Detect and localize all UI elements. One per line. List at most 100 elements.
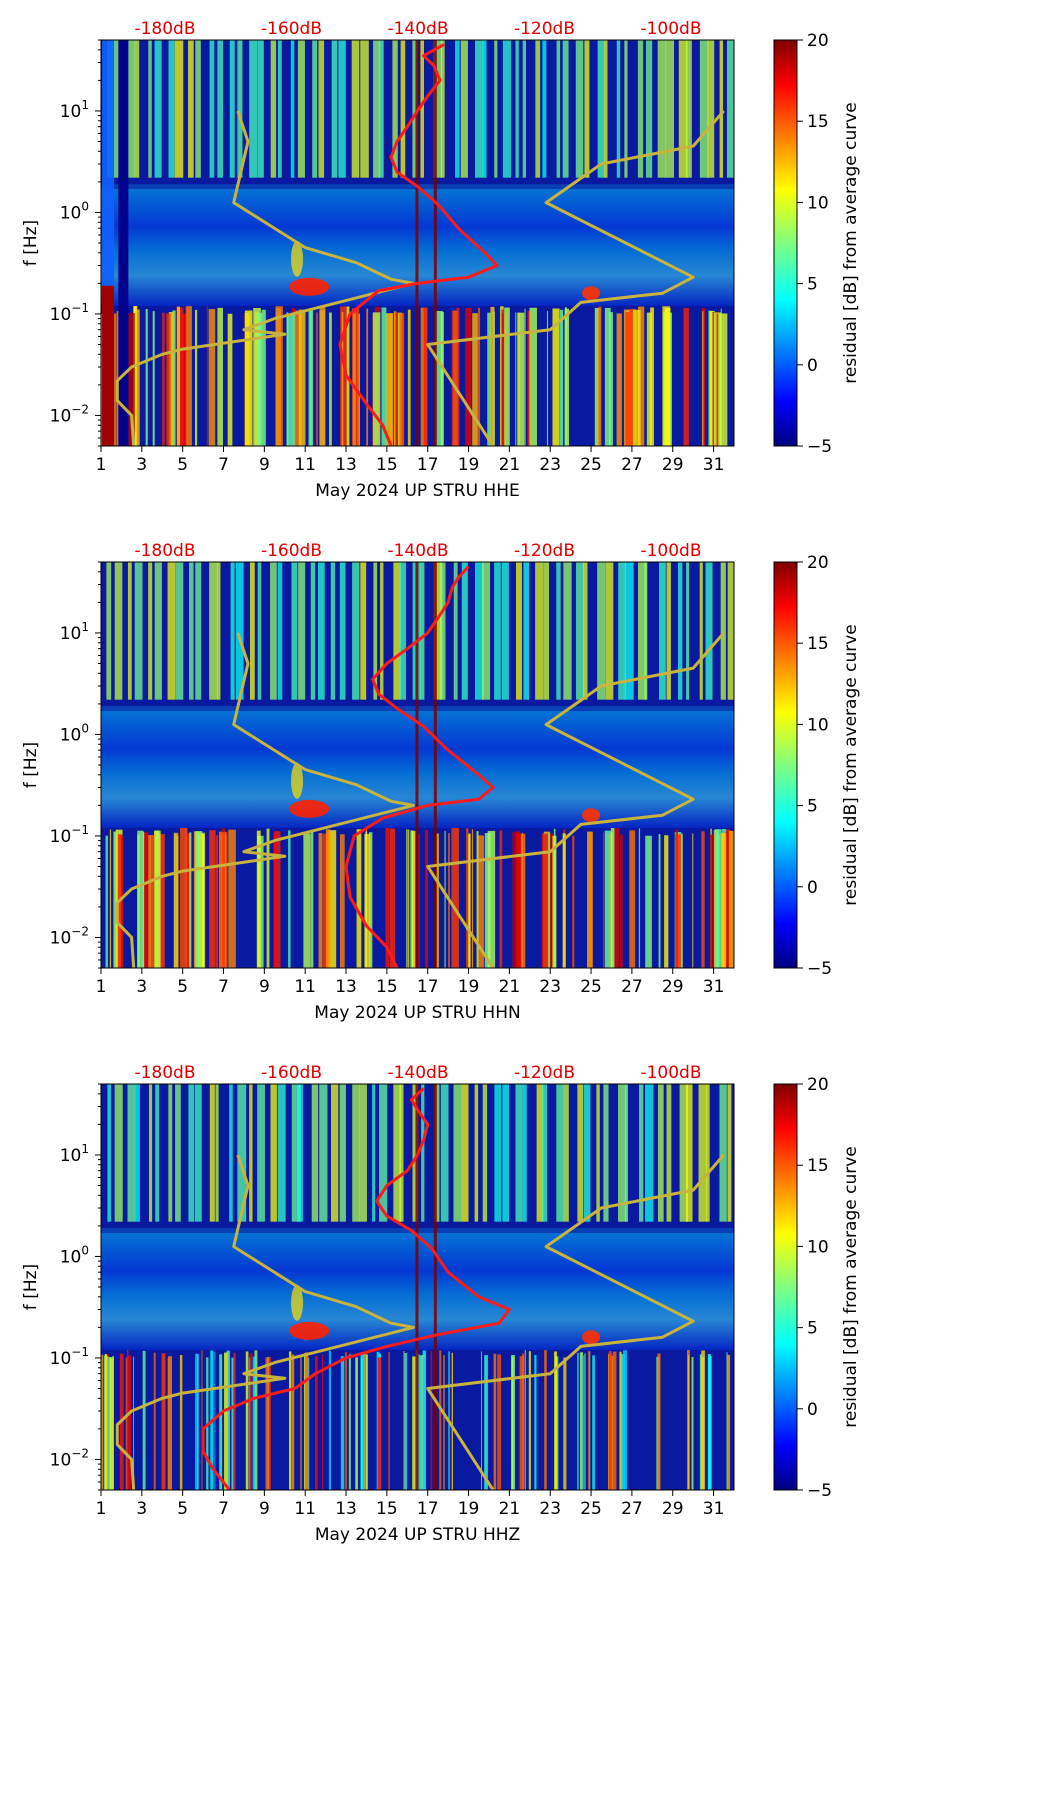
- day-streak: [455, 40, 460, 178]
- lowfreq-streak: [366, 308, 369, 446]
- lowfreq-streak: [265, 1357, 270, 1490]
- day-streak: [372, 1084, 376, 1222]
- x-tick-label: 31: [703, 455, 725, 475]
- day-streak: [685, 1084, 693, 1222]
- y-tick-label: 10−2: [50, 1446, 89, 1470]
- lowfreq-streak: [436, 833, 439, 968]
- lowfreq-streak: [162, 312, 165, 446]
- day-streak: [624, 40, 628, 178]
- day-streak: [420, 40, 424, 178]
- day-streak: [318, 40, 325, 178]
- lowfreq-streak: [625, 312, 634, 446]
- x-tick-label: 21: [499, 977, 521, 997]
- lowfreq-streak: [137, 830, 144, 968]
- lowfreq-streak: [629, 308, 636, 446]
- lowfreq-streak: [181, 313, 188, 446]
- day-streak: [168, 1084, 173, 1222]
- colorbar-tick-label: 10: [807, 1237, 829, 1257]
- colorbar-gradient: [773, 561, 798, 969]
- lowfreq-streak: [228, 829, 236, 968]
- day-streak: [522, 1084, 527, 1222]
- day-streak: [399, 562, 406, 700]
- day-streak: [148, 40, 152, 178]
- lowfreq-streak: [176, 306, 181, 446]
- day-streak: [597, 40, 605, 178]
- day-streak: [297, 40, 305, 178]
- day-streak: [393, 1084, 402, 1222]
- lowfreq-streak: [308, 308, 314, 446]
- lowfreq-streak: [528, 1351, 531, 1490]
- x-tick-label: 19: [458, 455, 480, 475]
- lowfreq-streak: [579, 1352, 584, 1490]
- lowfreq-streak: [519, 1356, 524, 1490]
- day-streak: [114, 1084, 123, 1222]
- lowfreq-streak: [316, 312, 318, 446]
- y-axis-label: f [Hz]: [21, 1264, 41, 1310]
- day-streak: [113, 40, 120, 178]
- lowfreq-streak: [315, 1355, 318, 1490]
- day-streak: [644, 562, 648, 700]
- day-streak: [639, 1084, 644, 1222]
- lowfreq-streak: [616, 313, 622, 446]
- lowfreq-streak: [466, 828, 469, 968]
- lowfreq-streak: [404, 1352, 408, 1490]
- day-streak: [705, 562, 713, 700]
- lowfreq-streak: [319, 307, 326, 446]
- lowfreq-streak: [407, 309, 411, 446]
- colorbar-tick-label: 5: [807, 797, 818, 817]
- day-streak: [677, 562, 683, 700]
- day-streak: [556, 562, 561, 700]
- day-streak: [563, 1084, 569, 1222]
- db-scale-label: -180dB: [134, 19, 195, 39]
- colorbar-tick-label: 20: [807, 553, 829, 573]
- lowfreq-streak: [708, 1356, 712, 1490]
- db-scale-label: -100dB: [640, 19, 701, 39]
- x-tick-label: 29: [662, 1499, 684, 1519]
- db-scale-label: -140dB: [387, 1063, 448, 1083]
- day-streak: [575, 40, 584, 178]
- lowfreq-streak: [219, 1354, 223, 1490]
- hotspot: [582, 286, 601, 301]
- lowfreq-streak: [385, 313, 393, 446]
- lowfreq-streak: [638, 306, 645, 446]
- x-tick-label: 23: [539, 455, 561, 475]
- day-streak: [194, 1084, 202, 1222]
- lowfreq-streak: [714, 829, 722, 968]
- high-noise-model-line: [426, 1153, 725, 1490]
- lowfreq-streak: [348, 1354, 351, 1490]
- lowfreq-streak: [101, 1354, 104, 1490]
- day-streak: [603, 1084, 609, 1222]
- day-streak: [440, 1084, 449, 1222]
- lowfreq-streak: [512, 831, 515, 968]
- lowfreq-streak: [524, 308, 526, 446]
- lowfreq-streak: [472, 313, 478, 446]
- day-streak: [494, 562, 501, 700]
- day-streak: [291, 562, 298, 700]
- lowfreq-streak: [435, 310, 443, 446]
- lowfreq-streak: [728, 831, 734, 968]
- day-streak: [114, 562, 123, 700]
- day-streak: [501, 562, 509, 700]
- lowfreq-streak: [142, 1350, 146, 1490]
- day-streak: [373, 562, 378, 700]
- gap-line: [433, 40, 437, 446]
- lowfreq-streak: [564, 307, 567, 446]
- x-tick-label: 3: [136, 1499, 147, 1519]
- lowfreq-streak: [598, 306, 602, 446]
- lowfreq-streak: [269, 1356, 271, 1490]
- lowfreq-streak: [592, 1355, 595, 1490]
- lowfreq-streak: [261, 309, 266, 446]
- day-streak: [542, 40, 547, 178]
- hotspot: [582, 808, 601, 823]
- lowfreq-streak: [214, 1351, 216, 1490]
- day-streak: [230, 562, 235, 700]
- day-streak: [542, 1084, 548, 1222]
- lowfreq-streak: [158, 834, 165, 968]
- day-streak: [699, 40, 709, 178]
- db-scale-label: -160dB: [261, 541, 322, 561]
- lowfreq-streak: [109, 1357, 114, 1490]
- x-axis-label: May 2024 UP STRU HHE: [315, 481, 519, 501]
- lowfreq-streak: [187, 833, 191, 968]
- lowfreq-streak: [152, 311, 155, 446]
- lowfreq-streak: [515, 312, 517, 446]
